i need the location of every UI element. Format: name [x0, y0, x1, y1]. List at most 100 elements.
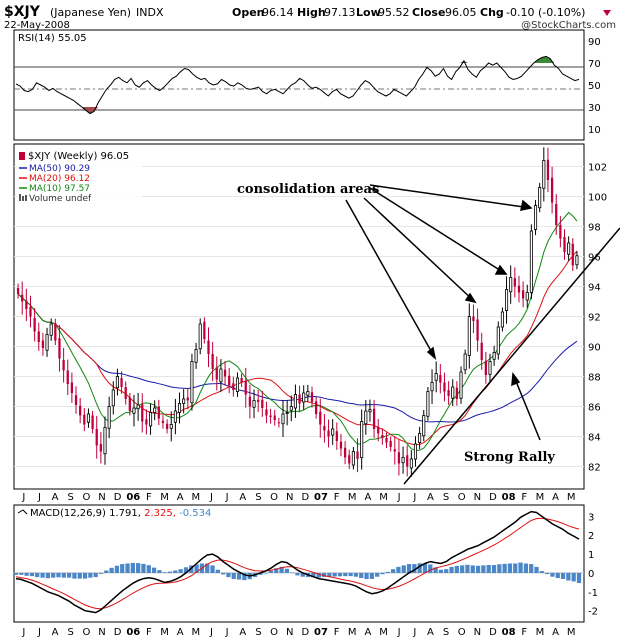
time-axis-label: O [458, 492, 466, 503]
time-axis-label: A [239, 492, 246, 503]
candle-body-down [244, 381, 247, 395]
legend-title-swatch [19, 152, 25, 160]
macd-histogram-bar [109, 567, 114, 573]
candle-body-up [285, 412, 289, 414]
candle-body-up [302, 392, 306, 403]
candle-body-up [194, 349, 198, 363]
macd-histogram-bar [491, 565, 497, 573]
low-label: Low [356, 6, 381, 19]
macd-histogram-bar [470, 565, 475, 573]
candle-body-down [397, 452, 401, 464]
candle-body-down [145, 419, 148, 425]
macd-histogram-bar [178, 569, 183, 573]
time-axis-label: F [521, 492, 527, 503]
time-axis-label: S [255, 627, 261, 638]
macd-histogram-bar [428, 564, 433, 573]
candle-body-down [269, 415, 272, 417]
chg-value: -0.10 (-0.10%) [506, 6, 585, 19]
time-axis-label: O [270, 627, 278, 638]
candle-body-up [169, 424, 173, 429]
price-tick-label: 100 [588, 193, 607, 204]
price-panel: 828486889092949698100102 $XJY (Weekly) 9… [13, 143, 620, 490]
rsi-tick-label: 30 [588, 103, 601, 114]
price-legend: $XJY (Weekly) 96.05 MA(50) 90.29 MA(20) … [17, 147, 142, 204]
candle-body-down [546, 159, 550, 180]
candle-body-up [467, 316, 471, 356]
rsi-line [15, 55, 580, 115]
candle-body-up [86, 413, 90, 423]
macd-histogram-bar [529, 564, 534, 573]
macd-histogram-bar [454, 565, 459, 573]
candle-body-down [207, 340, 210, 354]
candle-body-down [228, 375, 231, 386]
macd-histogram-bar [61, 572, 66, 578]
macd-histogram-bar [534, 566, 539, 573]
candle-body-down [124, 387, 127, 399]
candle-body-down [33, 318, 36, 332]
time-axis-label: M [379, 492, 388, 503]
legend-title: $XJY (Weekly) 96.05 [28, 151, 129, 162]
candle-body-down [377, 426, 380, 434]
candle-body-up [49, 323, 53, 336]
close-value: 96.05 [445, 6, 477, 19]
symbol-title: $XJY [4, 4, 41, 20]
candle-body-up [538, 187, 542, 209]
time-axis-label: A [427, 627, 434, 638]
macd-histogram-bar [290, 572, 295, 574]
macd-histogram-bar [571, 572, 576, 582]
macd-histogram-bar [13, 572, 19, 575]
macd-histogram-bar [566, 572, 571, 581]
macd-histogram-bar [460, 565, 465, 573]
macd-histogram-bar [231, 572, 236, 579]
candle-body-down [327, 430, 330, 437]
time-axis-label: O [270, 492, 278, 503]
macd-histogram-bar [481, 565, 486, 573]
candle-body-down [319, 411, 322, 425]
high-value: 97.13 [324, 6, 356, 19]
macd-tick-label: 1 [588, 550, 594, 561]
price-tick-label: 90 [588, 343, 601, 354]
candle-body-up [500, 311, 504, 328]
time-axis-middle: J J A S O N D 06 F M A M J J A S O N D 07 F M A M J J A S O N D 08 F M A M [21, 492, 575, 503]
time-axis-label: D [301, 492, 309, 503]
macd-line-icon [17, 509, 28, 515]
candle-body-down [186, 397, 189, 401]
macd-histogram-bar [72, 572, 77, 579]
time-axis-label: J [225, 627, 229, 638]
annotation-consolidation: consolidation areas [237, 182, 379, 197]
candle-body-down [335, 431, 338, 441]
consolidation-arrow-4 [345, 199, 436, 359]
time-axis-label: N [286, 492, 293, 503]
candle-body-down [16, 288, 20, 294]
candle-body-down [257, 399, 260, 402]
macd-tick-label: 0 [588, 569, 594, 580]
macd-histogram-bar [375, 572, 380, 577]
candle-body-down [62, 360, 65, 371]
candle-body-down [21, 294, 24, 302]
candle-body-down [521, 290, 525, 299]
candle-body-down [83, 414, 86, 425]
candle-body-down [385, 438, 388, 443]
low-value: 95.52 [378, 6, 410, 19]
candle-body-up [409, 458, 413, 469]
candle-body-down [277, 422, 281, 424]
macd-histogram-bar [268, 570, 274, 573]
time-axis-label: M [192, 492, 201, 503]
macd-histogram-bar [380, 572, 385, 575]
candle-body-down [480, 342, 483, 360]
macd-histogram-bar [284, 568, 290, 573]
time-axis-label: 07 [314, 627, 328, 638]
time-axis-label: 08 [502, 492, 516, 503]
time-axis-label: F [334, 627, 340, 638]
macd-histogram-bar [359, 572, 364, 579]
price-tick-label: 94 [588, 283, 601, 294]
candle-body-up [293, 394, 297, 409]
consolidation-arrow-1 [369, 184, 532, 209]
macd-histogram-bar [560, 572, 566, 579]
macd-histogram-bar [417, 563, 422, 573]
high-label: High [297, 6, 326, 19]
macd-histogram-bar [396, 566, 401, 573]
macd-histogram-bar [545, 572, 550, 575]
candle-body-up [567, 242, 571, 255]
macd-histogram-bar [258, 572, 263, 575]
